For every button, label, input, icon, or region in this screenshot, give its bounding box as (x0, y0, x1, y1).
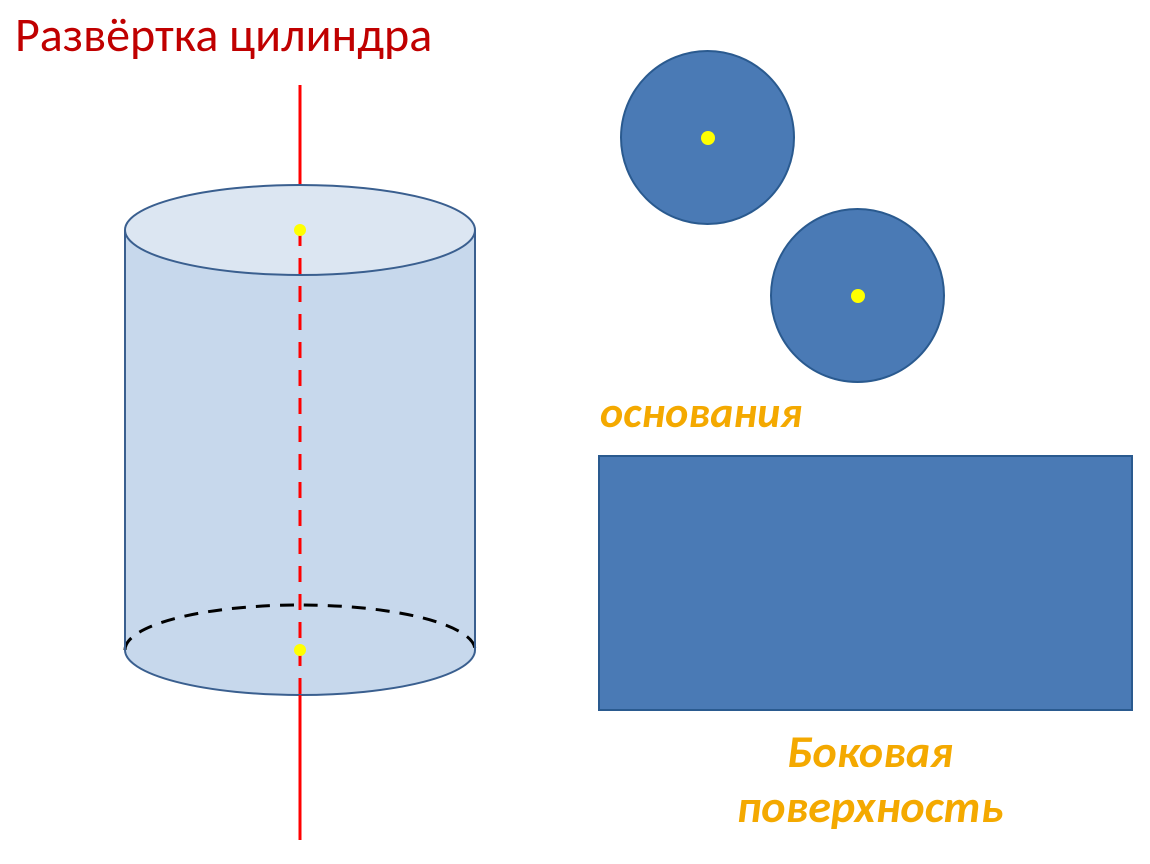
lateral-label-line1: Боковая (787, 724, 953, 780)
bases-label: основания (600, 385, 802, 439)
base-circle-1-dot (701, 131, 715, 145)
diagram-title: Развёртка цилиндра (15, 5, 432, 64)
base-circle-1 (620, 50, 795, 225)
lateral-label-line2: поверхность (737, 779, 1004, 835)
base-circle-2 (770, 208, 945, 383)
lateral-surface-rectangle (598, 455, 1133, 711)
lateral-surface-label: Боковая поверхность (610, 725, 1130, 835)
axis-dot-bottom (294, 644, 306, 656)
base-circle-2-dot (851, 289, 865, 303)
cylinder-svg (100, 80, 500, 840)
cylinder-3d (100, 80, 500, 840)
axis-dot-top (294, 224, 306, 236)
